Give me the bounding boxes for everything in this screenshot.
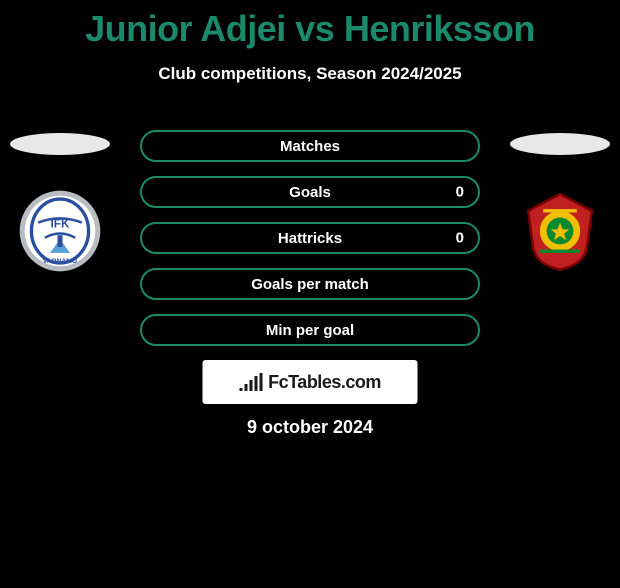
stat-row-matches: Matches (140, 130, 480, 162)
stat-row-hattricks: Hattricks 0 (140, 222, 480, 254)
left-player-column: IFK VARNAMO (10, 133, 110, 273)
stat-row-min-per-goal: Min per goal (140, 314, 480, 346)
stat-right-value: 0 (456, 230, 464, 247)
stat-label: Goals per match (251, 276, 369, 293)
subtitle: Club competitions, Season 2024/2025 (0, 64, 620, 84)
stat-row-goals-per-match: Goals per match (140, 268, 480, 300)
bars-icon (239, 373, 262, 391)
stat-label: Min per goal (266, 322, 354, 339)
page-title: Junior Adjei vs Henriksson (0, 8, 620, 50)
brand-box: FcTables.com (203, 360, 418, 404)
ifk-crest-icon: IFK VARNAMO (18, 189, 102, 273)
left-team-crest: IFK VARNAMO (10, 189, 110, 273)
right-player-photo-placeholder (510, 133, 610, 155)
gais-crest-icon (518, 189, 602, 273)
stat-row-goals: Goals 0 (140, 176, 480, 208)
stats-list: Matches Goals 0 Hattricks 0 Goals per ma… (140, 130, 480, 346)
svg-text:VARNAMO: VARNAMO (43, 258, 77, 265)
left-player-photo-placeholder (10, 133, 110, 155)
stat-label: Goals (289, 184, 331, 201)
right-team-crest (510, 189, 610, 273)
right-player-column (510, 133, 610, 273)
svg-text:IFK: IFK (51, 218, 70, 231)
date-text: 9 october 2024 (0, 417, 620, 438)
stat-label: Hattricks (278, 230, 342, 247)
stat-label: Matches (280, 138, 340, 155)
stat-right-value: 0 (456, 184, 464, 201)
brand-text: FcTables.com (268, 372, 381, 393)
